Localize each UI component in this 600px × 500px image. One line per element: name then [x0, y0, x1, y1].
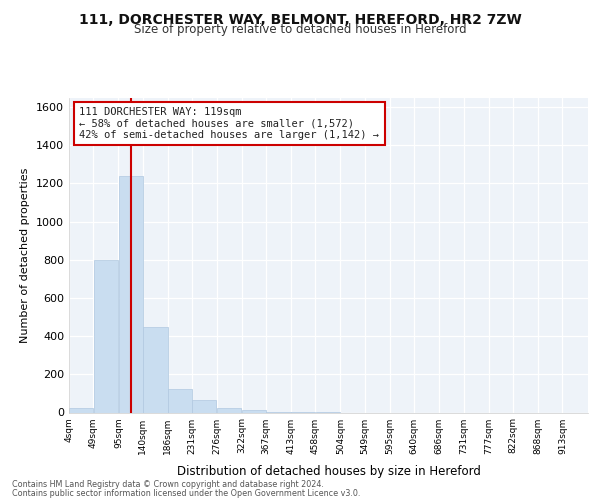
Bar [69, 408, 93, 412]
Text: Contains HM Land Registry data © Crown copyright and database right 2024.: Contains HM Land Registry data © Crown c… [12, 480, 324, 489]
Text: 111, DORCHESTER WAY, BELMONT, HEREFORD, HR2 7ZW: 111, DORCHESTER WAY, BELMONT, HEREFORD, … [79, 12, 521, 26]
Text: Size of property relative to detached houses in Hereford: Size of property relative to detached ho… [134, 22, 466, 36]
Bar [143, 326, 167, 412]
Bar [119, 176, 143, 412]
X-axis label: Distribution of detached houses by size in Hereford: Distribution of detached houses by size … [176, 465, 481, 478]
Text: Contains public sector information licensed under the Open Government Licence v3: Contains public sector information licen… [12, 489, 361, 498]
Bar [193, 400, 217, 412]
Bar [242, 410, 266, 412]
Bar [217, 408, 241, 412]
Y-axis label: Number of detached properties: Number of detached properties [20, 168, 31, 342]
Bar [94, 260, 118, 412]
Text: 111 DORCHESTER WAY: 119sqm
← 58% of detached houses are smaller (1,572)
42% of s: 111 DORCHESTER WAY: 119sqm ← 58% of deta… [79, 107, 379, 140]
Bar [168, 388, 192, 412]
